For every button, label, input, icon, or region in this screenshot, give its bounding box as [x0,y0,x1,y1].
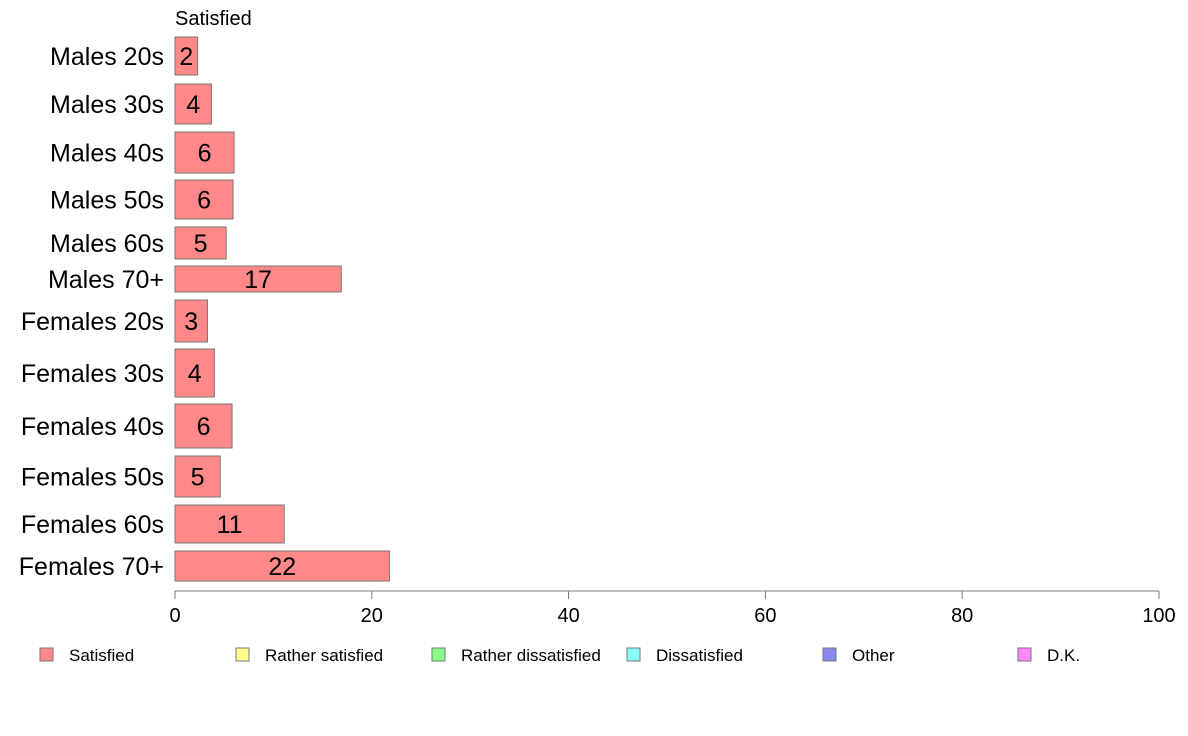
category-label: Females 30s [21,360,164,388]
bar-value-labels: 2 4 6 6 5 17 3 4 6 5 11 22 [179,43,296,581]
legend-swatch [39,647,54,662]
category-label: Females 60s [21,511,164,539]
bar-value-label: 3 [184,308,198,336]
x-axis: 0 20 40 60 80 100 [169,590,1176,627]
bar [174,83,212,125]
legend-swatch [1017,647,1032,662]
bar [174,179,234,220]
legend-swatch [626,647,641,662]
category-label: Males 40s [50,140,164,168]
category-label: Females 40s [21,413,164,441]
category-label: Males 60s [50,230,164,258]
bar [174,504,285,544]
legend-label: D.K. [1047,646,1080,665]
bar [174,36,199,76]
bar-value-label: 6 [197,187,211,215]
legend-swatch [822,647,837,662]
series-title: Satisfied [175,8,252,30]
bar [174,299,208,343]
legend-label: Satisfied [69,646,134,665]
bar-value-label: 2 [179,43,193,71]
category-label: Females 50s [21,464,164,492]
bar-value-label: 22 [268,553,296,581]
bar [174,265,342,293]
bar-value-label: 4 [188,360,202,388]
bar-value-label: 4 [186,91,200,119]
x-tick-label: 20 [361,605,383,627]
bars [174,36,391,582]
category-label: Males 30s [50,91,164,119]
legend-label: Dissatisfied [656,646,743,665]
category-labels: Males 20s Males 30s Males 40s Males 50s Male… [19,43,164,581]
legend-swatch [235,647,250,662]
category-label: Females 70+ [19,553,164,581]
x-tick-label: 80 [951,605,973,627]
bar [174,348,215,398]
bar-value-label: 6 [198,140,212,168]
bar-value-label: 5 [191,464,205,492]
category-label: Males 50s [50,187,164,215]
category-label: Males 20s [50,43,164,71]
legend-swatch [431,647,446,662]
bar [174,131,235,174]
category-label: Females 20s [21,308,164,336]
bar-value-label: 11 [217,511,243,539]
legend-label: Rather satisfied [265,646,383,665]
x-tick-label: 100 [1142,605,1175,627]
category-label: Males 70+ [48,266,164,294]
x-tick-label: 0 [169,605,180,627]
bar [174,550,391,582]
x-tick-label: 60 [754,605,776,627]
bar [174,403,233,449]
bar [174,226,227,260]
bar-value-label: 17 [244,266,272,294]
bar-value-label: 5 [194,230,208,258]
legend-label: Other [852,646,895,665]
bar [174,455,221,498]
legend-label: Rather dissatisfied [461,646,601,665]
bar-value-label: 6 [197,413,211,441]
legend: Satisfied Rather satisfied Rather dissatis… [39,646,1080,665]
x-tick-label: 40 [557,605,579,627]
